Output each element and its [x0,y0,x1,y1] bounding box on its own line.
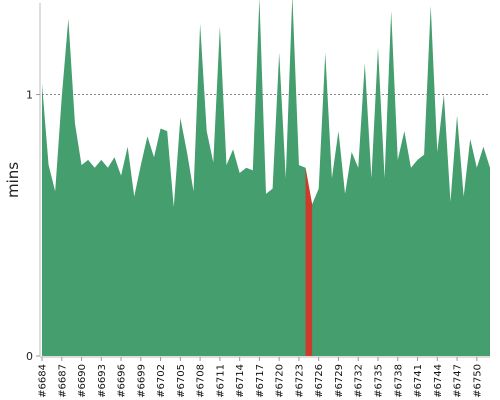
y-tick-label: 1 [26,89,33,102]
x-tick-label: #6684 [38,364,49,398]
highlight-segment [305,167,313,356]
x-tick-label: #6726 [314,364,325,398]
x-tick-label: #6738 [393,364,404,398]
plot-area: 0 1 #6684 #6687 #6690 #6693 #6696 #6699 #6702 #67… [26,0,490,398]
x-tick-label: #6723 [294,364,305,398]
x-tick-label: #6705 [176,364,187,398]
y-axis-label: mins [4,162,22,198]
x-tick-label: #6711 [215,364,226,398]
x-tick-label: #6741 [413,364,424,398]
x-tick-label: #6702 [156,364,167,398]
x-tick-label: #6708 [196,364,207,398]
x-tick-label: #6687 [57,364,68,398]
x-tick-label: #6735 [374,364,385,398]
x-tick-label: #6699 [136,364,147,398]
x-tick-label: #6717 [255,364,266,398]
area-series [42,0,490,356]
x-tick-label: #6729 [334,364,345,398]
x-tick-label: #6696 [117,364,128,398]
x-tick-label: #6732 [354,364,365,398]
y-tick-label: 0 [26,350,33,363]
x-tick-label: #6690 [77,364,88,398]
x-tick-label: #6747 [453,364,464,398]
x-tick-label: #6744 [433,364,444,398]
x-tick-label: #6720 [275,364,286,398]
x-tick-label: #6750 [472,364,483,398]
x-tick-label: #6714 [235,364,246,398]
x-tick-label: #6693 [97,364,108,398]
